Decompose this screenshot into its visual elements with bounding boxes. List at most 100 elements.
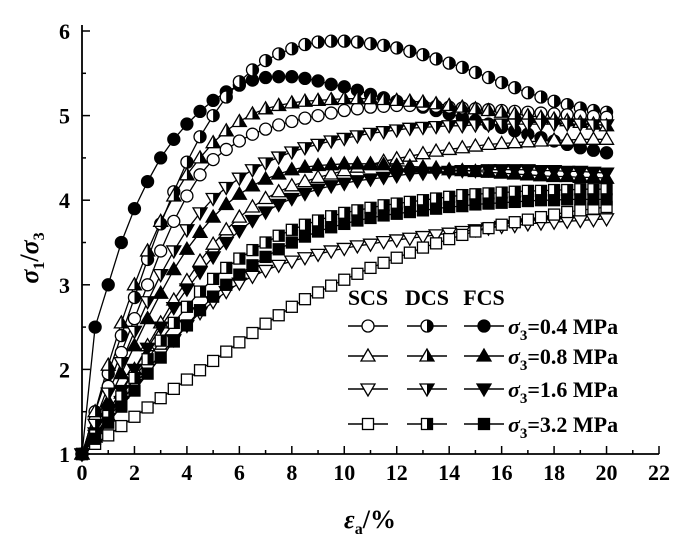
data-point bbox=[401, 168, 418, 183]
data-point bbox=[534, 194, 548, 207]
data-point bbox=[376, 38, 391, 53]
data-point bbox=[427, 120, 445, 135]
x-tick-label: 12 bbox=[386, 460, 408, 485]
data-point bbox=[338, 273, 351, 286]
data-point bbox=[441, 165, 458, 180]
data-point bbox=[598, 167, 615, 182]
data-point bbox=[427, 229, 445, 244]
data-point bbox=[351, 267, 364, 280]
data-point bbox=[585, 166, 602, 181]
legend-marker bbox=[361, 417, 375, 431]
data-point bbox=[401, 92, 418, 107]
data-point bbox=[206, 354, 220, 368]
data-point bbox=[152, 284, 169, 299]
data-point bbox=[456, 188, 469, 202]
data-point bbox=[587, 183, 600, 196]
data-point bbox=[482, 187, 495, 200]
data-point bbox=[115, 400, 128, 413]
legend-marker bbox=[420, 319, 434, 333]
data-point bbox=[257, 170, 274, 185]
data-point bbox=[128, 384, 141, 397]
data-point bbox=[456, 199, 469, 213]
x-tick-label: 20 bbox=[596, 460, 618, 485]
data-point bbox=[220, 261, 233, 275]
data-point bbox=[469, 225, 482, 238]
data-point bbox=[414, 230, 432, 245]
data-point bbox=[100, 387, 117, 402]
data-point bbox=[258, 53, 273, 68]
y-tick-label: 6 bbox=[59, 19, 70, 44]
data-point bbox=[521, 184, 535, 198]
data-point bbox=[574, 183, 587, 196]
data-point bbox=[296, 142, 314, 157]
y-axis-title: σ1/σ3 bbox=[15, 232, 48, 283]
data-point bbox=[427, 95, 445, 110]
data-point bbox=[296, 158, 314, 173]
data-point bbox=[482, 221, 495, 235]
data-point bbox=[257, 190, 274, 205]
data-point bbox=[311, 35, 325, 49]
data-point bbox=[233, 252, 246, 265]
data-point bbox=[508, 81, 522, 95]
data-point bbox=[388, 92, 405, 107]
data-point bbox=[220, 278, 233, 291]
x-tick-label: 0 bbox=[77, 460, 88, 485]
y-tick-label: 4 bbox=[59, 188, 70, 213]
data-point bbox=[585, 214, 602, 228]
data-point bbox=[154, 351, 167, 364]
data-point bbox=[167, 316, 180, 330]
data-point bbox=[336, 177, 353, 192]
data-point bbox=[115, 419, 128, 433]
data-point bbox=[206, 93, 220, 108]
data-point bbox=[298, 218, 312, 231]
x-tick-label: 18 bbox=[543, 460, 565, 485]
legend-header-dcs: DCS bbox=[405, 285, 449, 310]
data-point bbox=[532, 132, 550, 147]
data-point bbox=[245, 127, 260, 141]
data-point bbox=[114, 328, 128, 343]
data-point bbox=[467, 100, 484, 115]
data-point bbox=[375, 91, 392, 106]
data-point bbox=[600, 183, 613, 196]
data-point bbox=[309, 157, 327, 172]
data-point bbox=[362, 90, 379, 105]
data-point bbox=[154, 392, 167, 405]
data-point bbox=[572, 165, 589, 180]
data-point bbox=[140, 278, 155, 292]
data-point bbox=[600, 193, 613, 206]
data-point bbox=[351, 204, 364, 217]
data-point bbox=[165, 261, 182, 276]
data-point bbox=[467, 137, 484, 152]
data-point bbox=[598, 213, 615, 228]
data-point bbox=[113, 314, 130, 329]
x-tick-label: 6 bbox=[234, 460, 245, 485]
data-point bbox=[599, 146, 614, 160]
data-point bbox=[180, 300, 194, 313]
data-point bbox=[218, 196, 235, 211]
legend-marker bbox=[359, 383, 377, 398]
legend-marker bbox=[477, 417, 491, 431]
data-point bbox=[219, 90, 233, 104]
data-point bbox=[233, 336, 246, 349]
legend-marker bbox=[475, 347, 493, 362]
data-point bbox=[270, 259, 287, 274]
data-point bbox=[167, 382, 180, 396]
data-point bbox=[193, 364, 207, 377]
data-point bbox=[180, 189, 194, 203]
data-point bbox=[586, 143, 601, 157]
data-point bbox=[547, 208, 561, 221]
data-point bbox=[362, 155, 379, 170]
data-point bbox=[193, 104, 207, 119]
data-point bbox=[403, 195, 416, 209]
data-point bbox=[495, 218, 508, 231]
data-point bbox=[414, 167, 432, 182]
data-point bbox=[545, 118, 563, 133]
data-point bbox=[456, 228, 469, 242]
data-point bbox=[272, 229, 285, 242]
data-point bbox=[296, 252, 314, 267]
data-point bbox=[244, 105, 261, 120]
legend-header-fcs: FCS bbox=[463, 285, 505, 310]
data-point bbox=[443, 232, 456, 246]
data-point bbox=[506, 118, 523, 133]
